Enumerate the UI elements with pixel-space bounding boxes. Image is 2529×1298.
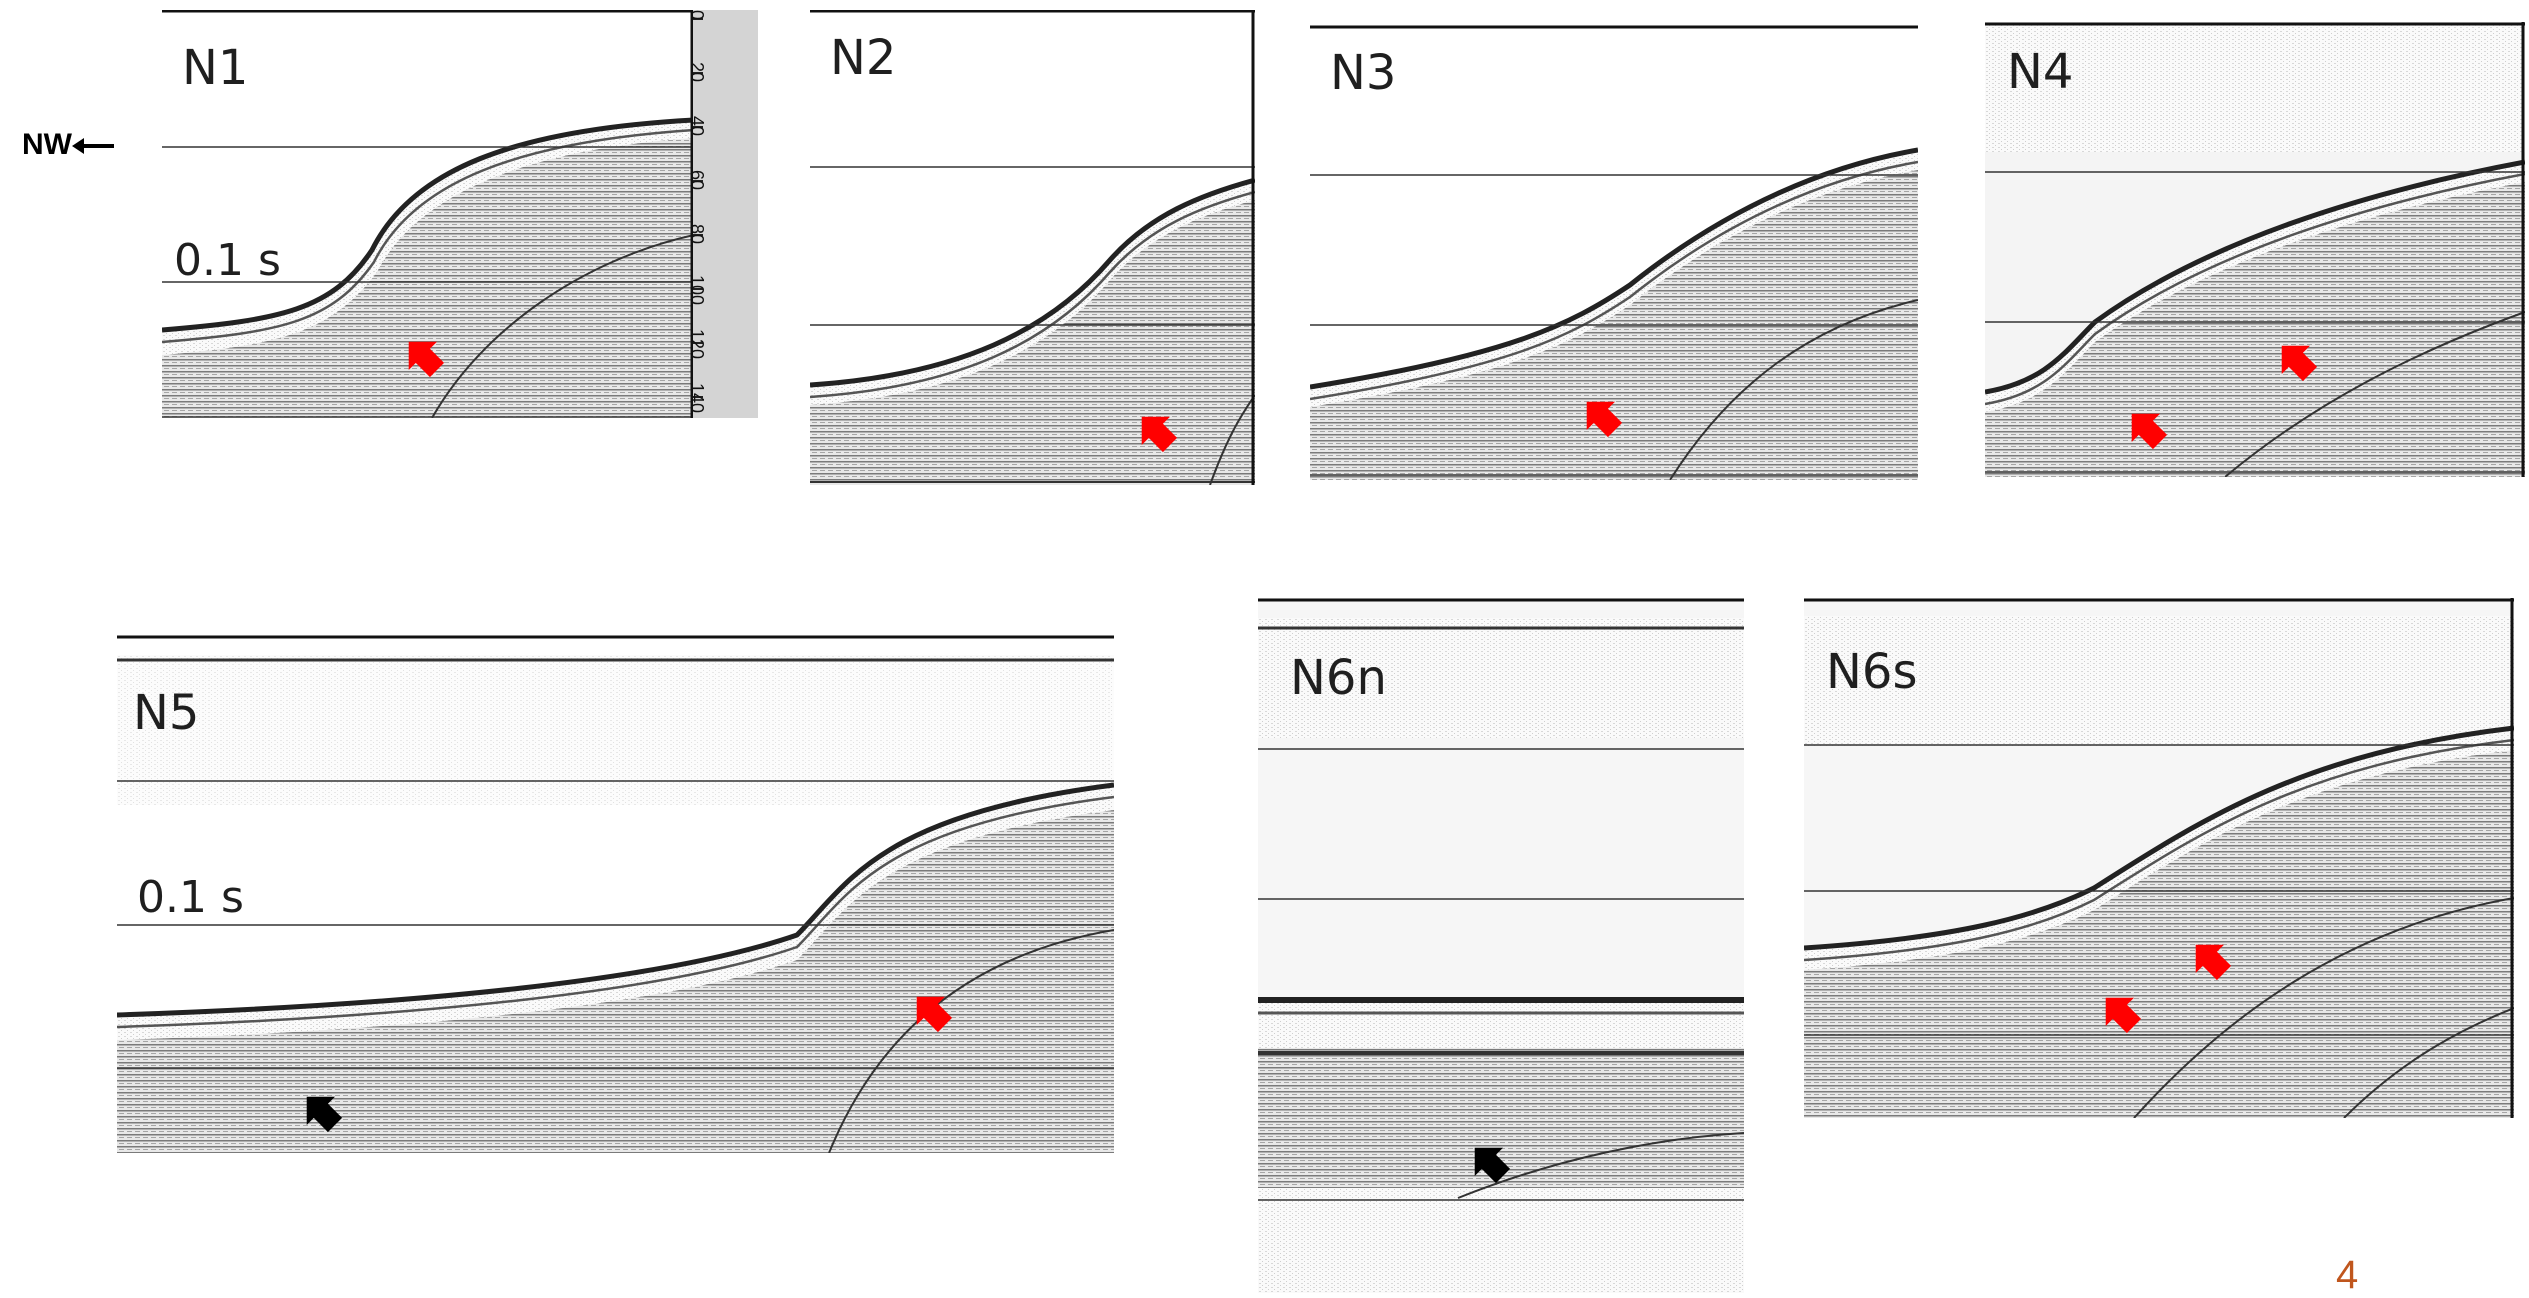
seismic-profile-n2 [810,10,1255,485]
red-arrow-icon [1141,416,1178,453]
page-number: 4 [2336,1253,2359,1297]
panel-label: N2 [830,30,897,86]
panel-label: N6n [1290,650,1387,706]
seismic-profile-n6s [1804,598,2514,1118]
time-label: 0.1 s [137,872,244,923]
red-arrow-icon [2131,413,2168,450]
panel-n6n: N6n [1258,598,1744,1293]
panel-n6s: N6s [1804,598,2514,1118]
seismic-profile-n5 [117,635,1114,1153]
panel-n4: N4 [1985,22,2525,477]
red-arrow-icon [2195,944,2232,981]
arrow-left-icon [71,138,114,155]
direction-indicator: NW [22,128,114,162]
panel-label: N1 [182,40,249,96]
seismic-profile-n4 [1985,22,2525,477]
red-arrow-icon [2281,345,2318,382]
panel-n3: N3 [1310,25,1918,480]
panel-n5: N5 0.1 s [117,635,1114,1153]
scale-tick: 20 [687,62,707,83]
red-arrow-icon [408,341,445,378]
red-arrow-icon [916,996,953,1033]
depth-scale: 0 20 40 60 80 100 120 140 [687,10,758,418]
scale-tick: 80 [687,224,707,245]
scale-tick: 120 [687,329,707,360]
time-label: 0.1 s [174,235,281,286]
seismic-profile-n1 [162,10,694,418]
panel-n1: N1 0.1 s [162,10,694,418]
black-arrow-icon [306,1096,343,1133]
red-arrow-icon [1586,401,1623,438]
scale-tick: 0 [687,10,707,21]
scale-tick: 140 [687,383,707,414]
direction-label: NW [22,128,72,161]
red-arrow-icon [2105,997,2142,1034]
panel-label: N6s [1826,644,1918,700]
seismic-profile-n3 [1310,25,1918,480]
scale-tick: 40 [687,116,707,137]
seismic-profile-n6n [1258,598,1744,1293]
panel-label: N4 [2007,44,2074,100]
panel-n2: N2 [810,10,1255,485]
scale-tick: 60 [687,170,707,191]
panel-label: N3 [1330,45,1397,101]
scale-tick: 100 [687,275,707,306]
black-arrow-icon [1474,1147,1511,1184]
panel-label: N5 [133,685,200,741]
